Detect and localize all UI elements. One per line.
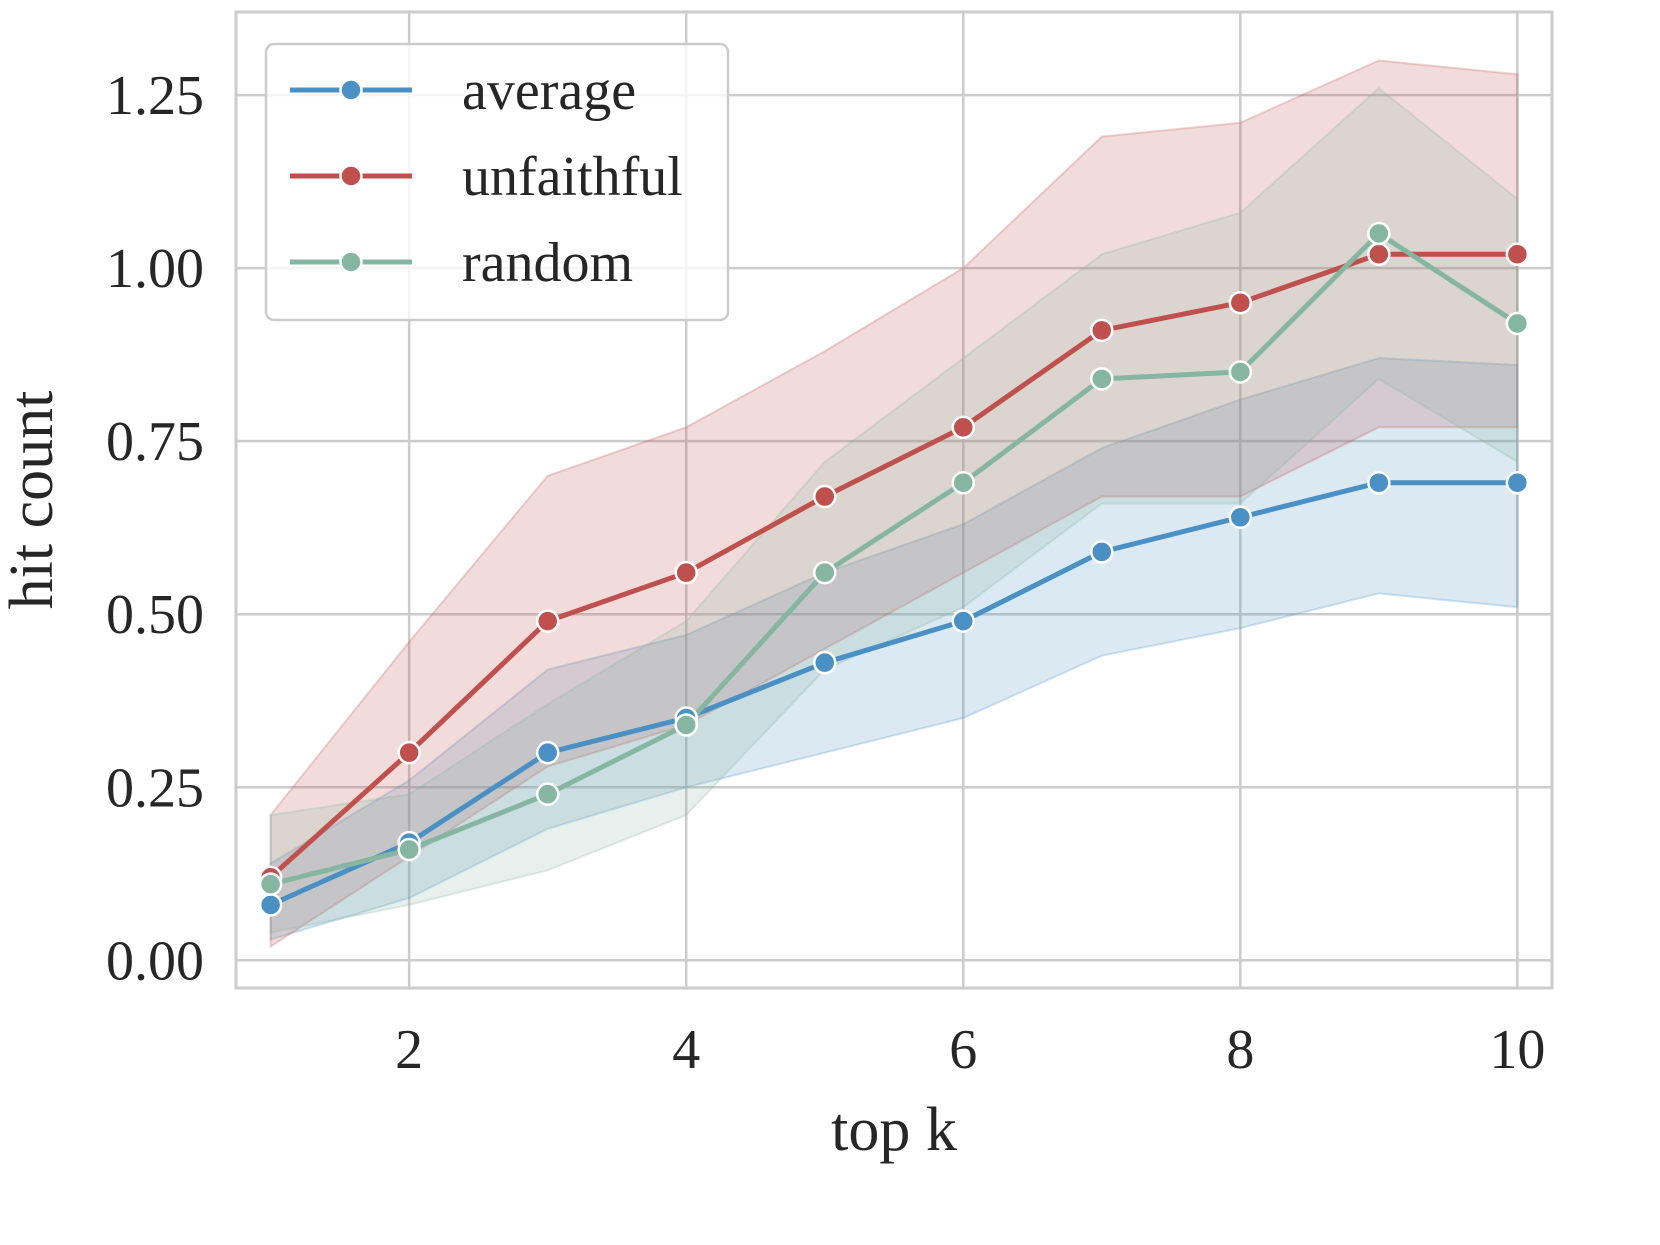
x-tick-label: 8 [1226, 1019, 1254, 1081]
legend-marker-average [339, 78, 363, 102]
point-average [1505, 470, 1530, 495]
point-random [674, 713, 698, 737]
legend-label-unfaithful: unfaithful [462, 146, 683, 208]
x-tick-label: 10 [1489, 1019, 1545, 1081]
legend-label-average: average [462, 60, 636, 122]
band-random [269, 86, 1519, 934]
point-average [1228, 505, 1253, 530]
point-unfaithful [674, 560, 698, 585]
point-random [1367, 221, 1391, 246]
y-tick-label: 1.00 [106, 238, 204, 300]
point-unfaithful [397, 740, 421, 765]
legend-box [264, 42, 730, 322]
y-tick-label: 0.50 [106, 584, 204, 646]
legend-marker-random [339, 250, 363, 274]
point-random [812, 560, 837, 585]
y-tick-label: 0.25 [106, 757, 204, 819]
legend-label-random: random [462, 232, 633, 294]
x-tick-label: 6 [949, 1019, 977, 1081]
point-random [535, 782, 560, 806]
point-random [1228, 360, 1253, 384]
y-axis-label: hit count [0, 391, 66, 610]
y-tick-labels: 0.00 0.25 0.50 0.75 1.00 1.25 [106, 65, 204, 992]
point-random [1090, 367, 1114, 391]
y-tick-label: 0.00 [106, 930, 204, 992]
point-random [1505, 311, 1530, 336]
line-unfaithful [268, 251, 1518, 880]
point-unfaithful [812, 484, 837, 509]
band-unfaithful [269, 59, 1519, 949]
point-unfaithful [1505, 242, 1530, 267]
point-average [951, 609, 976, 633]
point-average [535, 740, 560, 765]
point-average [1367, 470, 1391, 495]
line-random [269, 231, 1519, 887]
series-markers [258, 221, 1530, 917]
x-tick-label: 2 [395, 1019, 423, 1081]
point-random [397, 837, 421, 862]
y-tick-label: 0.75 [106, 411, 204, 473]
point-random [951, 470, 976, 495]
point-average [812, 650, 837, 675]
legend: average unfaithful random [264, 42, 730, 322]
point-unfaithful [951, 415, 976, 440]
line-average [269, 480, 1518, 908]
series-lines [268, 231, 1519, 908]
point-unfaithful [1090, 318, 1114, 343]
confidence-bands [269, 59, 1519, 949]
point-unfaithful [1228, 290, 1253, 315]
y-tick-label: 1.25 [106, 65, 204, 127]
x-axis-label: top k [831, 1096, 957, 1164]
band-average [269, 357, 1519, 941]
x-tick-label: 4 [672, 1019, 700, 1081]
point-unfaithful [1367, 242, 1391, 267]
point-average [258, 893, 283, 917]
point-average [1090, 540, 1114, 564]
legend-marker-unfaithful [339, 164, 363, 188]
point-random [258, 872, 283, 896]
x-tick-labels: 2 4 6 8 10 [395, 1019, 1545, 1081]
plot-frame [234, 10, 1554, 990]
point-unfaithful [535, 609, 560, 633]
